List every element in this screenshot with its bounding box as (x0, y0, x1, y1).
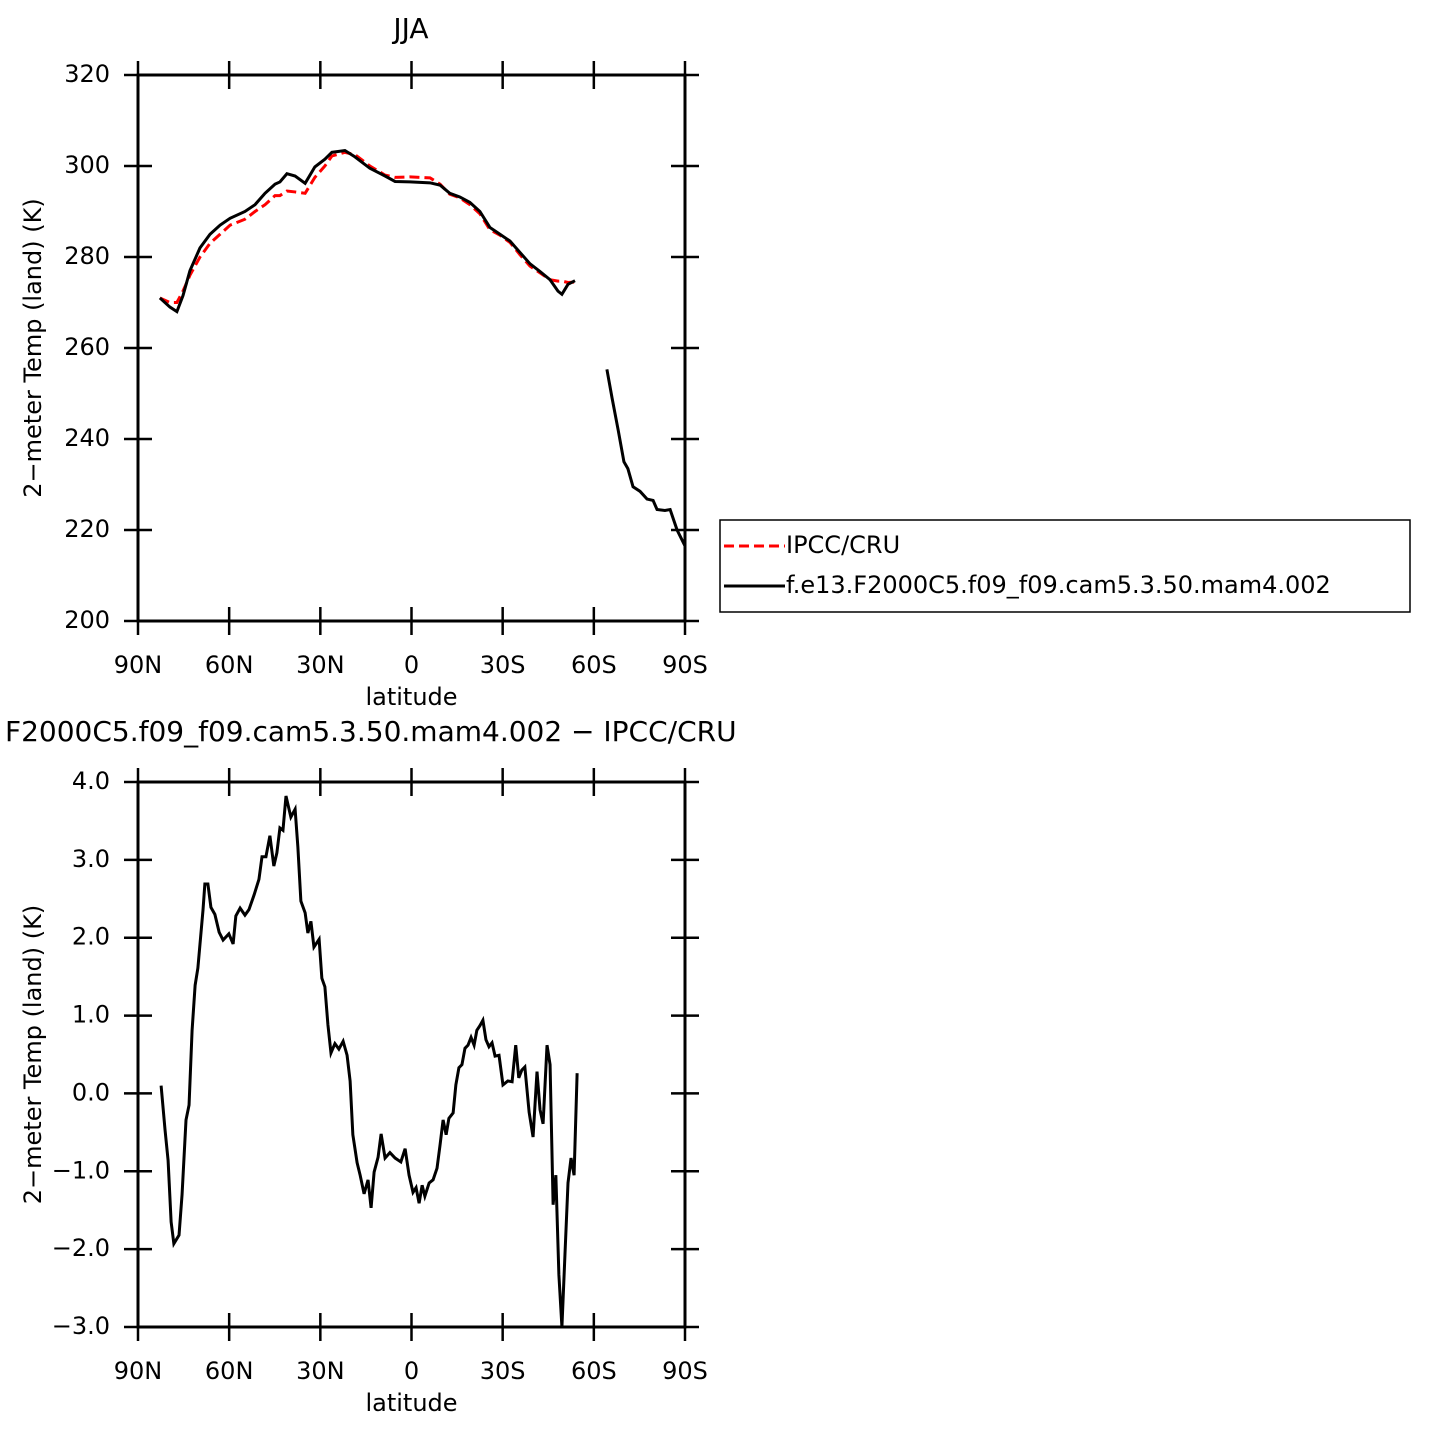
y-tick-label: 220 (64, 515, 110, 543)
y-tick-label: −1.0 (52, 1156, 110, 1184)
data-line (159, 795, 579, 1328)
y-tick-label: 0.0 (72, 1078, 110, 1106)
y-tick-label: 200 (64, 606, 110, 634)
legend-label: f.e13.F2000C5.f09_f09.cam5.3.50.mam4.002 (786, 571, 1331, 599)
y-tick-label: 2.0 (72, 923, 110, 951)
y-tick-label: 1.0 (72, 1001, 110, 1029)
y-tick-label: −2.0 (52, 1234, 110, 1262)
plot-frame (136, 73, 687, 623)
x-tick-label: 60S (571, 1357, 617, 1385)
y-tick-label: 260 (64, 333, 110, 361)
y-tick-label: 3.0 (72, 845, 110, 873)
x-tick-label: 60N (205, 651, 254, 679)
x-tick-label: 30N (296, 1357, 345, 1385)
y-axis-label: 2−meter Temp (land) (K) (19, 905, 47, 1204)
x-tick-label: 30S (480, 1357, 526, 1385)
x-tick-label: 90S (662, 1357, 708, 1385)
y-tick-label: 280 (64, 242, 110, 270)
x-tick-label: 60S (571, 651, 617, 679)
y-axis-label: 2−meter Temp (land) (K) (19, 198, 47, 497)
chart-title: F2000C5.f09_f09.cam5.3.50.mam4.002 − IPC… (5, 715, 737, 748)
data-line (159, 150, 576, 304)
y-tick-label: 240 (64, 424, 110, 452)
x-tick-label: 0 (404, 1357, 419, 1385)
x-tick-label: 30N (296, 651, 345, 679)
chart-title: JJA (391, 12, 428, 45)
y-tick-label: −3.0 (52, 1312, 110, 1340)
legend-box (719, 519, 1411, 613)
y-tick-label: 300 (64, 151, 110, 179)
x-tick-label: 60N (205, 1357, 254, 1385)
y-tick-label: 4.0 (72, 767, 110, 795)
x-tick-label: 90N (114, 651, 163, 679)
y-tick-label: 320 (64, 60, 110, 88)
x-axis-label: latitude (365, 683, 457, 711)
x-axis-label: latitude (365, 1389, 457, 1417)
x-tick-label: 90N (114, 1357, 163, 1385)
legend-label: IPCC/CRU (786, 531, 900, 559)
x-tick-label: 90S (662, 651, 708, 679)
data-line (158, 148, 687, 547)
plot-frame (136, 780, 687, 1329)
x-tick-label: 0 (404, 651, 419, 679)
x-tick-label: 30S (480, 651, 526, 679)
